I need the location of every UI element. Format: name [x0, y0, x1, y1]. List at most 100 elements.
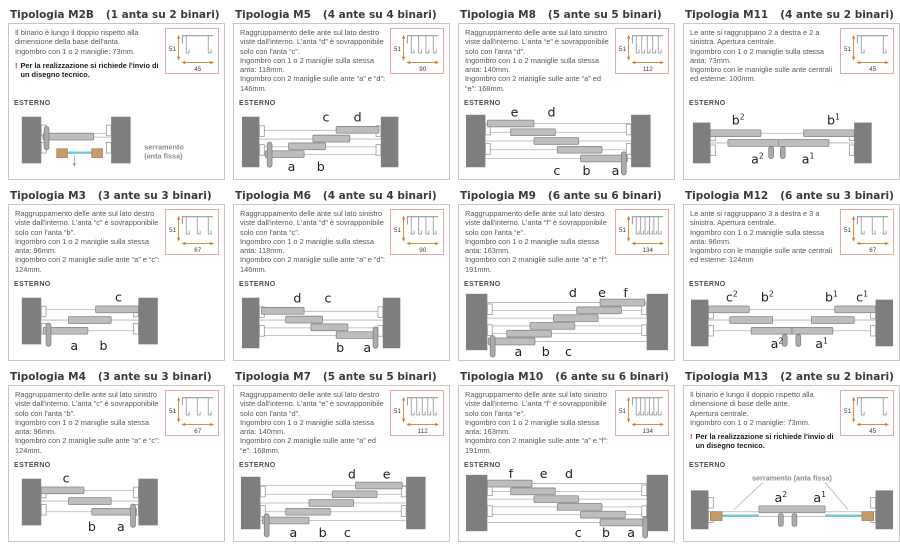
svg-text:51: 51	[169, 408, 176, 415]
drawing-area: ESTERNO b2 b1 a2 a1	[689, 100, 895, 177]
svg-text:e: e	[511, 107, 519, 120]
svg-text:45: 45	[869, 428, 876, 435]
cell-content-box: 51 67 Le ante si raggruppano 3 a destra e…	[683, 204, 900, 361]
track-section-dimension-diagram: 51 90	[390, 209, 444, 255]
typology-subtitle: (3 ante su 3 binari)	[97, 371, 212, 383]
svg-text:51: 51	[394, 408, 401, 415]
svg-text:51: 51	[844, 408, 851, 415]
typology-cell: Tipologia M12 (6 ante su 3 binari) 51 67 …	[683, 185, 900, 361]
description-text: Raggruppamento delle ante sul lato sinis…	[465, 390, 608, 455]
technical-plan-drawing: serramento(anta fissa)	[21, 116, 184, 167]
svg-text:a: a	[288, 159, 296, 174]
track-section-dimension-diagram: 51 67	[165, 390, 219, 436]
cell-content-box: 51 67 Raggruppamento delle ante sul lato …	[8, 204, 225, 361]
svg-text:d: d	[348, 469, 356, 482]
svg-text:67: 67	[869, 247, 876, 254]
svg-text:d: d	[354, 110, 362, 125]
drawing-area: ESTERNO d e f a b c	[464, 281, 670, 358]
svg-text:d: d	[569, 288, 577, 300]
cell-content-box: 51 90 Raggruppamento delle ante sul lato …	[233, 23, 450, 180]
warning-text: Per la realizzazione si richiede l'invio…	[695, 432, 834, 451]
technical-plan-drawing: e d c b a	[465, 107, 651, 177]
svg-text:a1: a1	[802, 151, 815, 166]
svg-text:b: b	[583, 163, 591, 177]
warning-exclamation-icon: !	[690, 432, 693, 442]
svg-text:51: 51	[169, 227, 176, 234]
svg-text:c: c	[565, 344, 572, 358]
svg-text:c1: c1	[856, 290, 868, 305]
technical-plan-drawing: c b a	[21, 471, 158, 534]
description-text: Raggruppamento delle ante sul lato destr…	[240, 390, 384, 455]
svg-text:a1: a1	[813, 490, 826, 505]
description-text: Il binario è lungo il doppio rispetto al…	[690, 390, 814, 427]
cell-content-box: 51 45 Il binario è lungo il doppio rispet…	[8, 23, 225, 180]
track-cross-section-icon: 51 90	[394, 215, 439, 254]
track-section-dimension-diagram: 51 67	[165, 209, 219, 255]
typology-subtitle: (6 ante su 3 binari)	[780, 190, 894, 202]
svg-text:a2: a2	[775, 490, 788, 505]
esterno-label: ESTERNO	[239, 281, 276, 289]
drawing-area: ESTERNO a2 a1 serramento (anta fissa)	[689, 462, 895, 539]
typology-cell: Tipologia M3 (3 ante su 3 binari) 51 67 R…	[8, 185, 225, 361]
warning-text: Per la realizzazione si richiede l'invio…	[20, 60, 159, 80]
cell-title: Tipologia M6 (4 ante su 4 binari)	[233, 185, 450, 204]
track-cross-section-icon: 51 112	[394, 396, 439, 435]
esterno-label: ESTERNO	[239, 462, 276, 470]
svg-text:112: 112	[643, 66, 653, 73]
svg-text:c: c	[323, 110, 330, 125]
typology-name: Tipologia M8	[460, 9, 536, 21]
track-cross-section-icon: 51 90	[394, 34, 439, 73]
track-cross-section-icon: 51 67	[844, 215, 889, 254]
technical-plan-drawing: c2 b2 b1 c1 a2 a1	[690, 290, 894, 351]
description-text: Raggruppamento delle ante sul lato sinis…	[465, 28, 609, 93]
svg-text:e: e	[540, 469, 548, 481]
svg-text:a2: a2	[751, 151, 764, 166]
typology-name: Tipologia M4	[10, 371, 86, 383]
typology-cell: Tipologia M7 (5 ante su 5 binari) 51 112 …	[233, 366, 450, 542]
typology-name: Tipologia M9	[460, 190, 536, 202]
svg-text:b: b	[602, 525, 610, 539]
technical-plan-drawing: d c b a	[241, 291, 401, 355]
typology-subtitle: (5 ante su 5 binari)	[322, 371, 437, 383]
cell-title: Tipologia M10 (6 ante su 6 binari)	[458, 366, 675, 385]
svg-text:51: 51	[844, 227, 851, 234]
esterno-label: ESTERNO	[464, 281, 501, 289]
track-section-dimension-diagram: 51 90	[390, 28, 444, 74]
svg-text:51: 51	[844, 46, 851, 53]
track-cross-section-icon: 51 134	[619, 396, 664, 435]
svg-text:90: 90	[419, 66, 426, 73]
cell-title: Tipologia M7 (5 ante su 5 binari)	[233, 366, 450, 385]
typology-name: Tipologia M13	[685, 371, 769, 383]
track-cross-section-icon: 51 67	[169, 396, 214, 435]
svg-text:51: 51	[394, 46, 401, 53]
svg-text:serramento (anta fissa): serramento (anta fissa)	[752, 474, 833, 483]
svg-text:f: f	[623, 288, 628, 300]
track-cross-section-icon: 51 134	[619, 215, 664, 254]
typology-name: Tipologia M7	[235, 371, 311, 383]
svg-text:d: d	[548, 107, 556, 120]
cell-title: Tipologia M4 (3 ante su 3 binari)	[8, 366, 225, 385]
cell-content-box: 51 112 Raggruppamento delle ante sul lato…	[458, 23, 675, 180]
typology-subtitle: (1 anta su 2 binari)	[105, 9, 220, 21]
typology-name: Tipologia M5	[235, 9, 311, 21]
svg-text:c: c	[553, 163, 560, 177]
typology-cell: Tipologia M8 (5 ante su 5 binari) 51 112 …	[458, 4, 675, 180]
esterno-label: ESTERNO	[14, 100, 51, 108]
description-text: Raggruppamento delle ante sul lato sinis…	[240, 209, 386, 274]
svg-text:45: 45	[869, 66, 876, 73]
svg-text:a: a	[612, 163, 620, 177]
track-section-dimension-diagram: 51 112	[390, 390, 444, 436]
description-text: Il binario è lungo il doppio rispetto al…	[15, 28, 139, 56]
cell-content-box: 51 45 Le ante si raggruppano 2 a destra e…	[683, 23, 900, 180]
description-text: Raggruppamento delle ante sul lato destr…	[240, 28, 386, 93]
svg-text:51: 51	[394, 227, 401, 234]
cell-content-box: 51 67 Raggruppamento delle ante sul lato …	[8, 385, 225, 542]
svg-text:b2: b2	[761, 290, 774, 305]
technical-plan-drawing: d e a b c	[240, 469, 426, 539]
track-section-dimension-diagram: 51 45	[840, 28, 894, 74]
svg-text:b: b	[319, 525, 327, 539]
typology-subtitle: (6 ante su 6 binari)	[555, 371, 669, 383]
typology-cell: Tipologia M4 (3 ante su 3 binari) 51 67 R…	[8, 366, 225, 542]
svg-text:a: a	[117, 519, 125, 534]
